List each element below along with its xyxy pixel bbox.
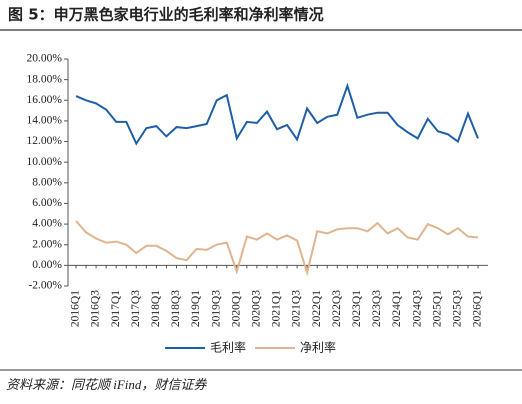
x-tick-label: 2025Q3 bbox=[452, 290, 464, 327]
y-tick-label: 16.00% bbox=[27, 94, 63, 106]
chart-title: 图 5：申万黑色家电行业的毛利率和净利率情况 bbox=[8, 6, 324, 24]
legend-label: 净利率 bbox=[300, 340, 336, 355]
x-tick-label: 2019Q1 bbox=[190, 290, 202, 327]
x-tick-label: 2023Q1 bbox=[351, 290, 363, 327]
x-tick-label: 2021Q3 bbox=[291, 290, 303, 327]
y-tick-label: 6.00% bbox=[32, 197, 62, 209]
x-tick-label: 2019Q3 bbox=[210, 290, 222, 327]
x-tick-label: 2024Q3 bbox=[411, 290, 423, 327]
x-tick-label: 2025Q1 bbox=[431, 290, 443, 327]
x-tick-label: 2016Q3 bbox=[90, 290, 102, 327]
x-tick-label: 2023Q3 bbox=[371, 290, 383, 327]
x-tick-label: 2020Q3 bbox=[251, 290, 263, 327]
x-tick-label: 2020Q1 bbox=[230, 290, 242, 327]
y-tick-label: 10.00% bbox=[27, 156, 63, 168]
x-tick-label: 2017Q3 bbox=[130, 290, 142, 327]
x-tick-label: 2022Q1 bbox=[311, 290, 323, 327]
x-tick-label: 2021Q1 bbox=[271, 290, 283, 327]
y-tick-label: -2.00% bbox=[28, 280, 62, 292]
x-tick-label: 2026Q1 bbox=[472, 290, 484, 327]
y-tick-label: 20.00% bbox=[27, 53, 63, 65]
legend-label: 毛利率 bbox=[210, 340, 246, 355]
y-tick-label: 2.00% bbox=[32, 238, 62, 250]
x-tick-label: 2018Q3 bbox=[170, 290, 182, 327]
series-line bbox=[75, 220, 479, 277]
series-line bbox=[75, 82, 479, 146]
x-tick-label: 2016Q1 bbox=[70, 290, 82, 327]
y-tick-label: 8.00% bbox=[32, 176, 62, 188]
x-tick-label: 2024Q1 bbox=[391, 290, 403, 327]
y-tick-label: 4.00% bbox=[32, 218, 62, 230]
x-tick-label: 2018Q1 bbox=[150, 290, 162, 327]
source-note: 资料来源：同花顺 iFind，财信证券 bbox=[6, 377, 207, 392]
x-tick-label: 2017Q1 bbox=[110, 290, 122, 327]
y-tick-label: 14.00% bbox=[27, 115, 63, 127]
y-tick-label: 18.00% bbox=[27, 73, 63, 85]
y-tick-label: 0.00% bbox=[32, 259, 62, 271]
x-tick-label: 2022Q3 bbox=[331, 290, 343, 327]
y-tick-label: 12.00% bbox=[27, 135, 63, 147]
